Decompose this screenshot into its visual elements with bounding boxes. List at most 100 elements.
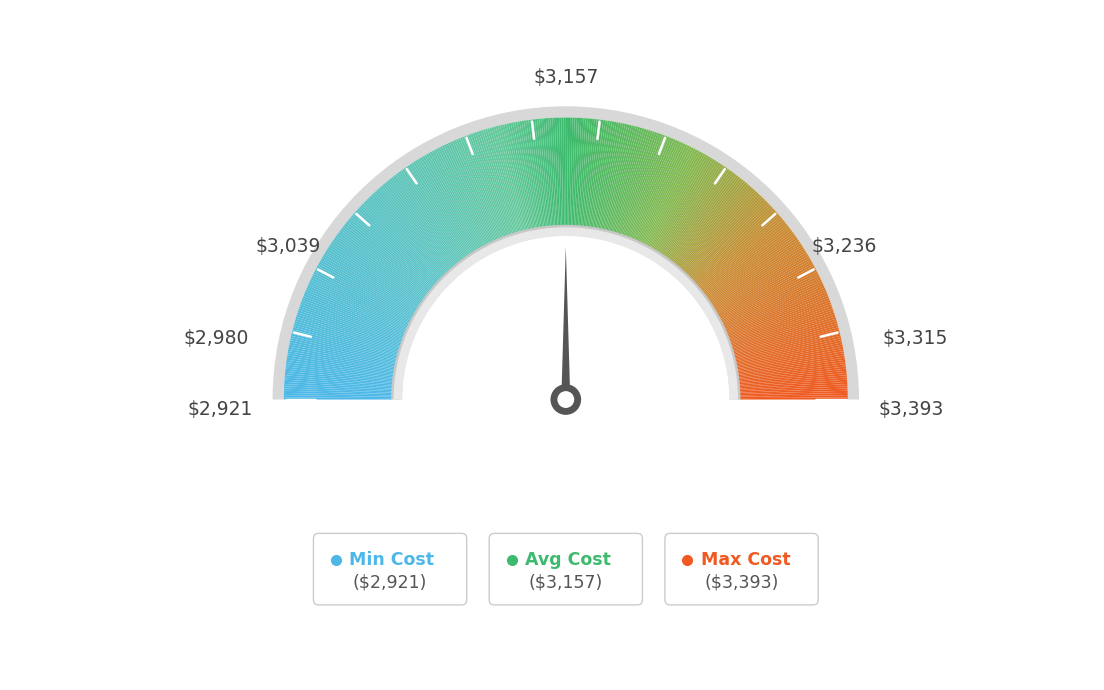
Wedge shape — [728, 298, 829, 338]
Wedge shape — [371, 194, 447, 274]
Wedge shape — [622, 132, 659, 236]
Wedge shape — [723, 279, 821, 327]
Wedge shape — [716, 258, 810, 313]
Wedge shape — [701, 224, 787, 292]
Wedge shape — [327, 248, 420, 308]
Wedge shape — [482, 129, 516, 233]
Wedge shape — [724, 284, 824, 329]
Wedge shape — [740, 397, 848, 400]
Wedge shape — [284, 386, 392, 393]
Text: ($3,393): ($3,393) — [704, 573, 778, 591]
Wedge shape — [732, 317, 836, 350]
Wedge shape — [665, 168, 728, 257]
Wedge shape — [290, 336, 396, 362]
Wedge shape — [660, 163, 721, 255]
Wedge shape — [596, 121, 616, 228]
Wedge shape — [297, 313, 401, 347]
Wedge shape — [613, 128, 645, 233]
Wedge shape — [522, 121, 540, 228]
Text: $3,393: $3,393 — [879, 400, 944, 420]
Wedge shape — [638, 144, 686, 242]
Wedge shape — [708, 237, 798, 301]
Wedge shape — [731, 313, 835, 347]
Wedge shape — [337, 234, 425, 299]
Wedge shape — [446, 144, 493, 242]
Wedge shape — [289, 342, 395, 366]
Wedge shape — [601, 124, 625, 230]
Wedge shape — [339, 230, 427, 296]
Wedge shape — [715, 256, 809, 313]
Wedge shape — [634, 140, 678, 240]
Wedge shape — [298, 310, 401, 346]
Wedge shape — [641, 146, 690, 244]
Wedge shape — [712, 248, 805, 308]
Wedge shape — [559, 117, 563, 226]
Wedge shape — [391, 225, 741, 400]
Wedge shape — [287, 353, 394, 373]
Wedge shape — [644, 147, 693, 245]
Wedge shape — [442, 146, 490, 244]
Wedge shape — [739, 377, 847, 387]
Wedge shape — [537, 119, 550, 227]
Wedge shape — [725, 288, 826, 332]
Wedge shape — [416, 159, 475, 252]
Wedge shape — [331, 241, 422, 303]
Wedge shape — [286, 359, 394, 377]
Wedge shape — [624, 133, 661, 236]
Wedge shape — [627, 136, 668, 237]
Wedge shape — [351, 215, 435, 287]
Wedge shape — [285, 371, 393, 383]
Wedge shape — [507, 124, 531, 230]
Wedge shape — [429, 151, 484, 247]
Wedge shape — [294, 323, 399, 354]
Wedge shape — [612, 128, 643, 233]
Wedge shape — [606, 126, 634, 231]
Wedge shape — [701, 221, 786, 291]
Wedge shape — [496, 126, 524, 231]
Wedge shape — [294, 325, 399, 355]
Wedge shape — [691, 205, 772, 281]
Wedge shape — [735, 340, 842, 364]
Wedge shape — [285, 368, 393, 382]
Wedge shape — [710, 243, 802, 304]
Wedge shape — [702, 225, 788, 293]
Text: ($2,921): ($2,921) — [353, 573, 427, 591]
Wedge shape — [650, 153, 705, 248]
Wedge shape — [328, 246, 420, 306]
Wedge shape — [319, 262, 414, 316]
Wedge shape — [686, 195, 762, 275]
Wedge shape — [464, 136, 505, 237]
Wedge shape — [688, 199, 765, 277]
Wedge shape — [407, 165, 469, 256]
Wedge shape — [487, 128, 519, 233]
Wedge shape — [418, 158, 476, 251]
Wedge shape — [509, 123, 532, 230]
Text: Max Cost: Max Cost — [701, 551, 790, 569]
Wedge shape — [363, 201, 442, 279]
Wedge shape — [299, 306, 402, 343]
Wedge shape — [539, 119, 551, 226]
Wedge shape — [415, 160, 474, 253]
Wedge shape — [670, 174, 736, 262]
Wedge shape — [285, 373, 393, 384]
Wedge shape — [725, 290, 826, 333]
Wedge shape — [714, 252, 807, 310]
Wedge shape — [350, 217, 434, 288]
Wedge shape — [693, 208, 774, 283]
Wedge shape — [285, 377, 393, 387]
Wedge shape — [307, 286, 407, 331]
Wedge shape — [530, 119, 545, 227]
Wedge shape — [730, 304, 832, 342]
Wedge shape — [740, 382, 848, 390]
Wedge shape — [712, 246, 804, 306]
Wedge shape — [700, 220, 785, 290]
Wedge shape — [711, 245, 803, 305]
Circle shape — [551, 384, 581, 415]
Wedge shape — [731, 310, 834, 346]
Text: $2,980: $2,980 — [183, 328, 250, 348]
Wedge shape — [344, 224, 431, 292]
Wedge shape — [291, 334, 397, 360]
Wedge shape — [310, 277, 410, 326]
Wedge shape — [594, 121, 614, 228]
Wedge shape — [289, 340, 396, 364]
